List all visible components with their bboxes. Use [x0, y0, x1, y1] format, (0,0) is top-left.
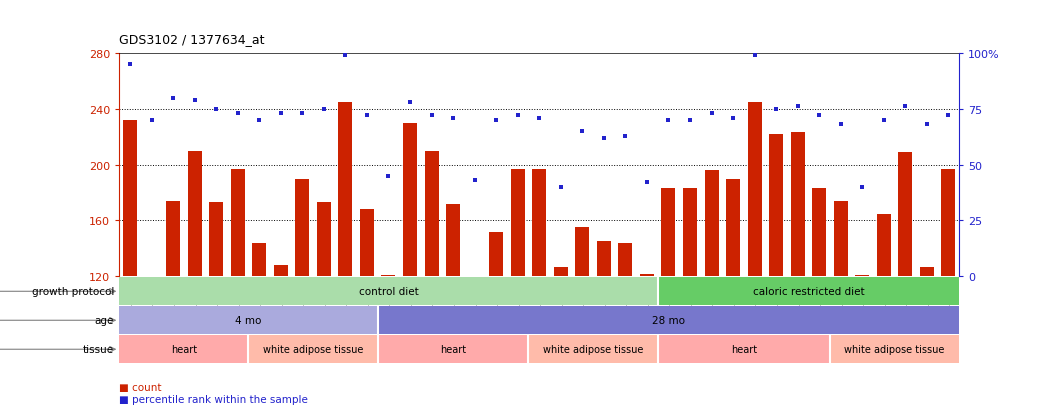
- Text: 28 mo: 28 mo: [652, 316, 685, 325]
- Bar: [683, 189, 697, 277]
- Point: [143, 117, 160, 124]
- Bar: [769, 135, 783, 277]
- Point: [295, 111, 311, 117]
- Point: [617, 133, 634, 140]
- Point: [445, 115, 461, 122]
- Point: [553, 184, 569, 191]
- Bar: [360, 210, 374, 277]
- Point: [251, 117, 268, 124]
- Bar: [748, 102, 761, 277]
- Text: ■ count: ■ count: [119, 382, 162, 392]
- Point: [315, 106, 332, 113]
- Point: [337, 52, 354, 59]
- Bar: [790, 133, 805, 277]
- Text: ■ percentile rank within the sample: ■ percentile rank within the sample: [119, 394, 308, 404]
- Bar: [382, 275, 395, 277]
- Bar: [338, 102, 353, 277]
- Bar: [274, 266, 288, 277]
- Point: [121, 62, 138, 68]
- Bar: [554, 267, 568, 277]
- Bar: [188, 151, 201, 277]
- Point: [919, 122, 935, 128]
- Point: [725, 115, 741, 122]
- Text: caloric restricted diet: caloric restricted diet: [753, 287, 864, 297]
- Text: 4 mo: 4 mo: [235, 316, 261, 325]
- Bar: [532, 169, 546, 277]
- Point: [574, 128, 591, 135]
- Bar: [877, 214, 891, 277]
- Text: white adipose tissue: white adipose tissue: [543, 344, 643, 354]
- Point: [875, 117, 892, 124]
- Point: [747, 52, 763, 59]
- Bar: [640, 274, 654, 277]
- Bar: [726, 179, 740, 277]
- Point: [359, 113, 375, 119]
- Point: [811, 113, 828, 119]
- Text: tissue: tissue: [83, 344, 114, 354]
- Text: GDS3102 / 1377634_at: GDS3102 / 1377634_at: [119, 33, 264, 45]
- Point: [854, 184, 871, 191]
- Point: [381, 173, 397, 180]
- Point: [229, 111, 246, 117]
- Bar: [812, 189, 826, 277]
- Bar: [166, 202, 180, 277]
- Bar: [618, 243, 633, 277]
- Bar: [296, 179, 309, 277]
- Text: heart: heart: [440, 344, 467, 354]
- Bar: [123, 121, 137, 277]
- Point: [833, 122, 849, 128]
- Text: white adipose tissue: white adipose tissue: [844, 344, 945, 354]
- Point: [661, 117, 677, 124]
- Point: [941, 113, 957, 119]
- Point: [401, 100, 418, 106]
- Text: heart: heart: [731, 344, 757, 354]
- Bar: [576, 228, 589, 277]
- Point: [509, 113, 526, 119]
- Point: [639, 180, 655, 186]
- Point: [273, 111, 289, 117]
- Text: heart: heart: [171, 344, 197, 354]
- Point: [531, 115, 548, 122]
- Bar: [898, 153, 913, 277]
- Bar: [403, 123, 417, 277]
- Bar: [856, 275, 869, 277]
- Bar: [662, 189, 675, 277]
- Point: [487, 117, 504, 124]
- Text: age: age: [94, 316, 114, 325]
- Bar: [834, 202, 848, 277]
- Text: growth protocol: growth protocol: [32, 287, 114, 297]
- Bar: [446, 204, 460, 277]
- Bar: [317, 203, 331, 277]
- Bar: [209, 203, 223, 277]
- Bar: [920, 267, 934, 277]
- Bar: [942, 169, 955, 277]
- Point: [897, 104, 914, 111]
- Text: white adipose tissue: white adipose tissue: [263, 344, 363, 354]
- Bar: [704, 171, 719, 277]
- Bar: [424, 151, 439, 277]
- Point: [789, 104, 806, 111]
- Bar: [597, 242, 611, 277]
- Point: [207, 106, 224, 113]
- Point: [165, 95, 181, 102]
- Point: [423, 113, 440, 119]
- Point: [681, 117, 698, 124]
- Text: control diet: control diet: [359, 287, 418, 297]
- Point: [187, 97, 203, 104]
- Bar: [252, 243, 267, 277]
- Point: [467, 178, 483, 184]
- Bar: [230, 169, 245, 277]
- Point: [595, 135, 612, 142]
- Point: [767, 106, 784, 113]
- Point: [703, 111, 720, 117]
- Bar: [510, 169, 525, 277]
- Bar: [489, 232, 503, 277]
